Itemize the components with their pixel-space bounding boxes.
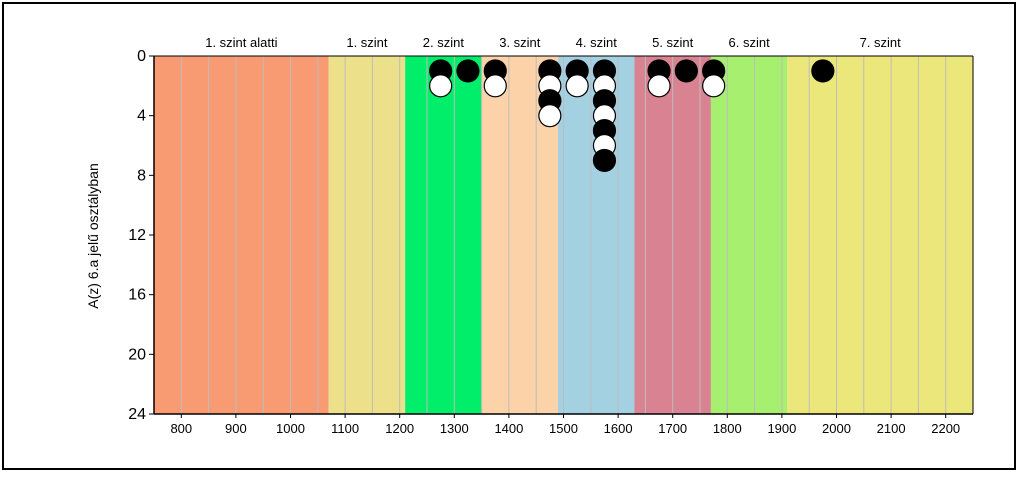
filled-point	[674, 59, 698, 83]
band-label-7: 6. szint	[729, 35, 771, 50]
axes	[149, 55, 974, 418]
axis-labels: 1. szint alatti 1. szint 2. szint 3. szint 4…	[128, 35, 960, 436]
y-tick-label: 8	[137, 167, 146, 184]
band-label-1: 1. szint alatti	[205, 35, 277, 50]
filled-point	[456, 59, 480, 83]
x-tick-label: 1400	[494, 421, 523, 436]
band-label-5: 4. szint	[576, 35, 618, 50]
band-label-3: 2. szint	[423, 35, 465, 50]
band-label-6: 5. szint	[652, 35, 694, 50]
x-tick-label: 900	[225, 421, 247, 436]
level-band-7	[710, 56, 788, 414]
x-tick-label: 2000	[822, 421, 851, 436]
x-tick-label: 1200	[385, 421, 414, 436]
hollow-point	[647, 74, 671, 98]
band-label-4: 3. szint	[499, 35, 541, 50]
hollow-point	[538, 104, 562, 128]
hollow-point	[483, 74, 507, 98]
band-label-8: 7. szint	[860, 35, 902, 50]
x-tick-label: 2100	[877, 421, 906, 436]
data-points	[429, 59, 835, 173]
y-tick-label: 12	[128, 227, 146, 244]
y-axis-title: A(z) 6.a jelű osztályban	[85, 163, 101, 309]
x-tick-label: 1100	[331, 421, 359, 436]
band-label-2: 1. szint	[346, 35, 388, 50]
hollow-point	[702, 74, 726, 98]
x-tick-label: 2200	[931, 421, 960, 436]
x-tick-label: 1900	[767, 421, 796, 436]
x-tick-label: 800	[170, 421, 192, 436]
x-tick-label: 1700	[658, 421, 687, 436]
level-band-1	[154, 56, 329, 414]
y-tick-label: 0	[137, 48, 146, 65]
y-tick-label: 16	[128, 287, 146, 304]
x-tick-label: 1800	[713, 421, 742, 436]
y-tick-label: 20	[128, 346, 146, 363]
hollow-point	[429, 74, 453, 98]
filled-point	[592, 148, 617, 173]
y-tick-label: 4	[137, 108, 146, 125]
x-tick-label: 1300	[440, 421, 469, 436]
hollow-point	[565, 74, 589, 98]
level-band-2	[328, 56, 406, 414]
x-tick-label: 1000	[276, 421, 305, 436]
filled-point	[811, 59, 835, 83]
x-tick-label: 1600	[604, 421, 633, 436]
level-band-8	[787, 56, 973, 414]
level-band-3	[405, 56, 482, 414]
x-tick-label: 1500	[549, 421, 578, 436]
y-tick-label: 24	[128, 406, 146, 423]
